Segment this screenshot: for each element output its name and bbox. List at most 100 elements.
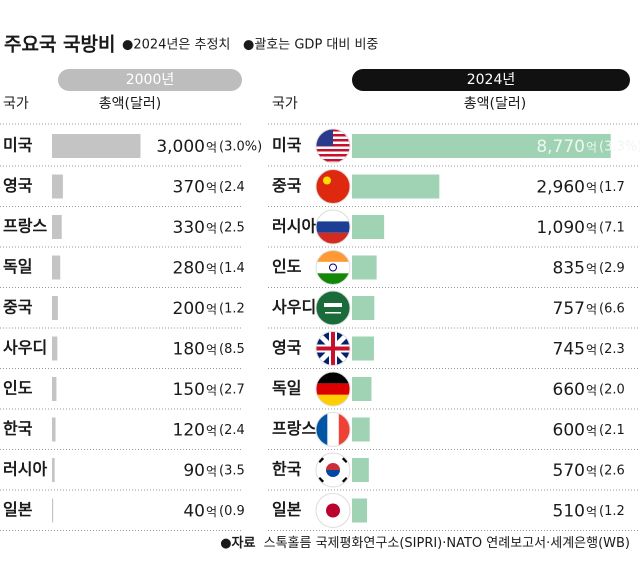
flag-border (315, 371, 351, 407)
value-label: 600 (553, 421, 585, 441)
panel-title: 2024년 (467, 72, 516, 88)
flag-part (316, 372, 350, 384)
unit: 억 (206, 181, 217, 195)
unit: 억 (206, 424, 217, 438)
unit: 억 (586, 384, 597, 398)
gdp-share: (2.3 (599, 342, 625, 357)
flag (316, 210, 350, 244)
column-header: 국가 (272, 96, 298, 112)
flag-part (326, 463, 340, 470)
gdp-share: (2.0 (599, 383, 625, 398)
flag-part (316, 261, 350, 274)
flag-part (329, 263, 337, 272)
gdp-share: (0.9 (219, 504, 245, 519)
country: 영국 (272, 338, 302, 357)
flag-part (323, 176, 331, 185)
bar (352, 336, 374, 361)
flag-part (316, 159, 350, 162)
flag-part (316, 221, 350, 233)
value-label: 40 (183, 502, 205, 522)
flag-part (316, 154, 350, 157)
column-header: 총액(달러) (99, 96, 161, 112)
flag-part (327, 412, 339, 447)
value-label: 150 (173, 380, 205, 400)
unit: 억 (586, 181, 597, 195)
value-label: 200 (173, 299, 205, 319)
flag (316, 169, 350, 204)
gdp-share: (3.3%) (599, 140, 640, 155)
unit: 억 (206, 343, 217, 357)
column-header: 국가 (3, 96, 29, 112)
unit: 억 (586, 222, 597, 236)
unit: 억 (586, 303, 597, 317)
bar (52, 134, 141, 158)
country: 미국 (3, 136, 33, 155)
bar (352, 174, 440, 199)
flag-part (324, 303, 342, 307)
unit: 억 (206, 262, 217, 276)
gdp-share: (3.0%) (219, 140, 262, 155)
gdp-share: (8.5 (219, 342, 245, 357)
country: 일본 (272, 500, 302, 519)
value-label: 3,000 (156, 137, 205, 157)
panel-pill (58, 69, 242, 91)
bar (352, 215, 385, 239)
flag-part (316, 331, 350, 366)
gdp-share: (1.2 (219, 302, 245, 317)
bar (52, 174, 63, 199)
value-label: 2,960 (536, 178, 585, 198)
bar (352, 255, 377, 280)
gdp-share: (2.6 (599, 464, 625, 479)
unit: 억 (586, 505, 597, 519)
flag-part (316, 383, 350, 395)
flag-border (315, 169, 351, 204)
flag-part (316, 149, 350, 152)
source-label: ●자료 (220, 536, 255, 551)
gdp-share: (7.1 (599, 221, 625, 236)
title: 주요국 국방비 (4, 34, 116, 56)
flag-part (316, 273, 350, 285)
unit: 억 (206, 384, 217, 398)
bar (352, 417, 370, 442)
source: ●자료 스톡홀름 국제평화연구소(SIPRI)·NATO 연례보고서·세계은행(… (220, 535, 630, 551)
value-label: 370 (173, 178, 205, 198)
gdp-share: (6.6 (599, 302, 625, 317)
flag-part (317, 456, 349, 484)
flag-part (326, 470, 340, 477)
flag-border (315, 128, 351, 164)
flag-border (315, 412, 351, 447)
country: 프랑스 (272, 419, 316, 438)
gdp-share: (2.9 (599, 261, 625, 276)
value-label: 745 (553, 340, 585, 360)
gdp-share: (2.4 (219, 180, 245, 195)
bar (352, 458, 369, 482)
flag (316, 331, 350, 366)
panel-pill (352, 69, 630, 91)
value-label: 90 (183, 461, 205, 481)
flag-part (316, 412, 328, 447)
gdp-share: (1.4 (219, 261, 245, 276)
bar (52, 255, 61, 280)
bar (352, 134, 611, 158)
flag-part (316, 291, 350, 325)
country: 인도 (3, 379, 33, 398)
bar (52, 215, 62, 239)
flag (316, 453, 350, 487)
value-label: 180 (173, 340, 205, 360)
note: ●2024년은 추정치 (122, 38, 230, 53)
value-label: 510 (553, 502, 585, 522)
country: 독일 (272, 379, 301, 398)
country: 러시아 (272, 217, 316, 236)
flag-part (338, 412, 350, 447)
unit: 억 (206, 141, 217, 155)
gdp-share: (1.7 (599, 180, 625, 195)
bar (352, 498, 368, 523)
value-label: 330 (173, 218, 205, 238)
flag (316, 372, 350, 406)
flag-part (316, 250, 350, 262)
country: 프랑스 (3, 217, 47, 236)
note: ●괄호는 GDP 대비 비중 (243, 38, 378, 53)
flag-border (315, 209, 351, 245)
country: 영국 (3, 176, 33, 195)
